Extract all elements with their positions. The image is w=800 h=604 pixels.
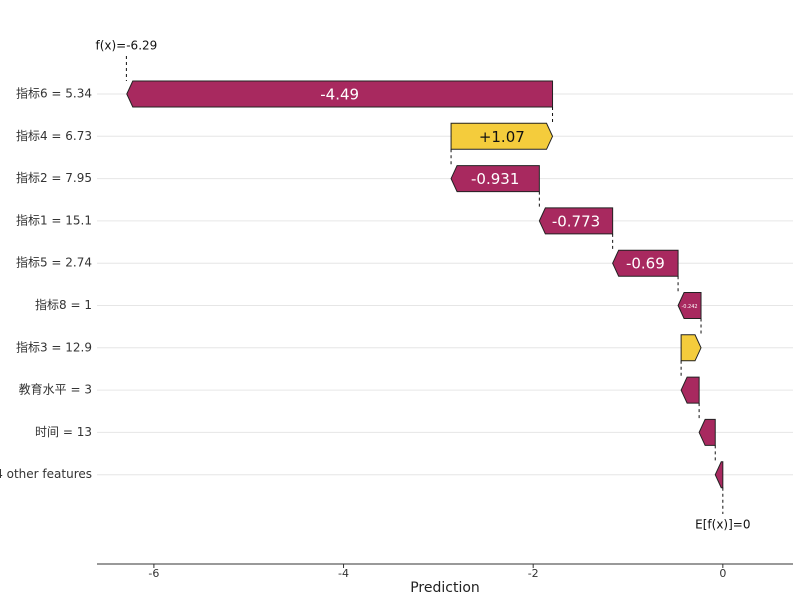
value-label: -4.49 bbox=[320, 86, 359, 104]
y-tick-label: 指标2 = 7.95 bbox=[16, 170, 92, 185]
bar bbox=[450, 165, 540, 193]
bar bbox=[612, 249, 679, 277]
value-label: -0.242 bbox=[681, 304, 697, 310]
bar bbox=[538, 207, 614, 235]
y-tick-label: 指标6 = 5.34 bbox=[16, 86, 92, 101]
y-tick-label: 指标5 = 2.74 bbox=[16, 255, 92, 270]
x-axis-label: Prediction bbox=[410, 580, 480, 596]
bar bbox=[680, 376, 700, 404]
bar bbox=[680, 334, 702, 362]
y-tick-label: 教育水平 = 3 bbox=[19, 382, 92, 397]
y-tick-label: 4 other features bbox=[0, 467, 92, 481]
x-tick-label: -6 bbox=[148, 567, 159, 580]
bar bbox=[714, 461, 724, 489]
bar bbox=[126, 80, 554, 108]
annotation: f(x)=-6.29 bbox=[95, 39, 157, 53]
y-tick-label: 时间 = 13 bbox=[35, 425, 92, 439]
value-label: -0.69 bbox=[626, 255, 665, 273]
bar bbox=[450, 122, 554, 150]
value-label: -0.773 bbox=[552, 212, 600, 230]
x-tick-label: -4 bbox=[338, 567, 349, 580]
value-label: -0.931 bbox=[471, 170, 519, 188]
annotation: E[f(x)]=0 bbox=[695, 518, 750, 532]
y-tick-label: 指标3 = 12.9 bbox=[16, 339, 92, 354]
bar bbox=[677, 292, 702, 319]
x-tick-label: -2 bbox=[528, 567, 539, 580]
bar bbox=[698, 418, 716, 446]
y-tick-label: 指标1 = 15.1 bbox=[16, 212, 92, 227]
y-tick-label: 指标8 = 1 bbox=[35, 297, 92, 312]
y-tick-label: 指标4 = 6.73 bbox=[16, 128, 92, 143]
value-label: +1.07 bbox=[479, 128, 525, 146]
x-tick-label: 0 bbox=[719, 567, 726, 580]
